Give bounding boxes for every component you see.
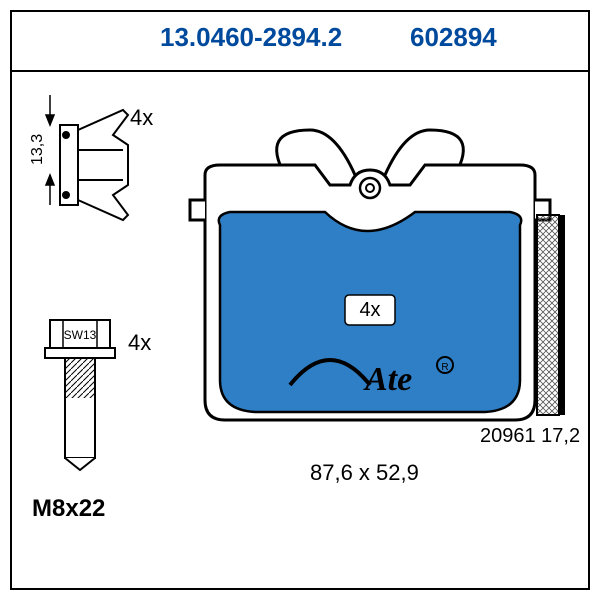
bolt-qty: 4x [128,330,151,356]
brake-pad-drawing: 4x Ate R [165,120,575,450]
svg-text:R: R [441,362,448,373]
clip-drawing: 13,3 [18,95,178,235]
pad-qty: 4x [359,299,380,321]
header-divider [10,70,590,72]
clip-dim: 13,3 [29,134,46,165]
bolt-drawing: SW13 [35,315,125,495]
svg-text:Ate: Ate [363,361,412,398]
clip-qty: 4x [130,105,153,131]
short-code: 602894 [410,22,497,53]
pad-dimensions: 87,6 x 52,9 [310,460,419,486]
pad-thickness: 20961 17,2 [480,425,580,448]
part-number: 13.0460-2894.2 [160,22,342,53]
bolt-wrench: SW13 [64,328,97,342]
bolt-size: M8x22 [32,495,105,523]
